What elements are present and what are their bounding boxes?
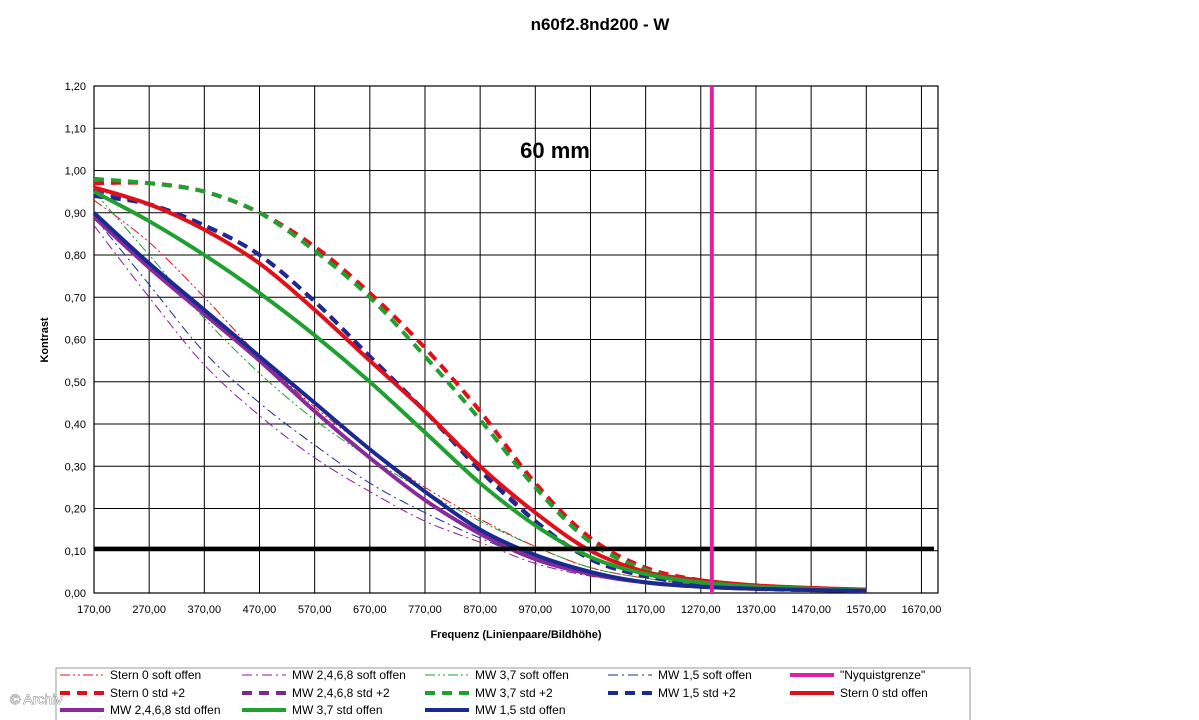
x-axis-label: Frequenz (Linienpaare/Bildhöhe) <box>430 629 601 641</box>
legend: Stern 0 soft offen MW 2,4,6,8 soft offen M… <box>60 668 928 717</box>
legend-label: MW 2,4,6,8 soft offen <box>292 668 406 682</box>
legend-label: MW 1,5 soft offen <box>658 668 752 682</box>
y-tick-label: 0,40 <box>65 419 86 431</box>
plot-border <box>93 85 939 594</box>
watermark: © Archiv <box>10 691 62 707</box>
y-tick-label: 1,20 <box>65 81 86 93</box>
y-tick-label: 0,10 <box>65 546 86 558</box>
y-tick-label: 0,80 <box>65 250 86 262</box>
x-tick-label: 1070,00 <box>571 604 611 616</box>
x-tick-label: 970,00 <box>518 604 552 616</box>
x-tick-label: 670,00 <box>353 604 387 616</box>
x-tick-label: 1670,00 <box>902 604 942 616</box>
x-tick-label: 1570,00 <box>846 604 886 616</box>
focal-length-annotation: 60 mm <box>520 138 590 163</box>
legend-label: MW 2,4,6,8 std offen <box>110 703 221 717</box>
series-lines <box>92 176 867 593</box>
y-tick-label: 0,30 <box>65 461 86 473</box>
x-tick-labels: 170,00 270,00 370,00 470,00 570,00 670,00 770,… <box>77 604 941 616</box>
y-tick-label: 1,10 <box>65 123 86 135</box>
reference-lines <box>94 86 934 593</box>
legend-label: Stern 0 soft offen <box>110 668 201 682</box>
x-tick-label: 1370,00 <box>736 604 776 616</box>
y-tick-labels: 0,00 0,10 0,20 0,30 0,40 0,50 0,60 0,70 0,80 0,90… <box>65 81 86 600</box>
x-tick-label: 1270,00 <box>681 604 721 616</box>
y-tick-label: 0,20 <box>65 504 86 516</box>
grid-lines <box>93 85 939 594</box>
legend-label: "Nyquistgrenze" <box>840 668 925 682</box>
legend-label: Stern 0 std offen <box>840 686 928 700</box>
x-tick-label: 170,00 <box>77 604 111 616</box>
legend-label: MW 3,7 std offen <box>292 703 383 717</box>
x-tick-label: 370,00 <box>187 604 221 616</box>
series-line <box>92 211 867 593</box>
x-tick-label: 270,00 <box>132 604 166 616</box>
y-tick-label: 0,60 <box>65 335 86 347</box>
x-tick-label: 1470,00 <box>791 604 831 616</box>
y-tick-label: 0,50 <box>65 377 86 389</box>
legend-label: MW 2,4,6,8 std +2 <box>292 686 390 700</box>
legend-label: MW 1,5 std offen <box>475 703 566 717</box>
legend-label: MW 1,5 std +2 <box>658 686 736 700</box>
y-axis-label: Kontrast <box>39 317 51 363</box>
x-tick-label: 770,00 <box>408 604 442 616</box>
y-tick-label: 0,00 <box>65 588 86 600</box>
x-tick-label: 570,00 <box>298 604 332 616</box>
y-tick-label: 1,00 <box>65 166 86 178</box>
y-tick-label: 0,70 <box>65 292 86 304</box>
legend-label: Stern 0 std +2 <box>110 686 185 700</box>
x-tick-label: 470,00 <box>243 604 277 616</box>
legend-label: MW 3,7 std +2 <box>475 686 553 700</box>
x-tick-label: 870,00 <box>463 604 497 616</box>
y-tick-label: 0,90 <box>65 208 86 220</box>
chart-title: n60f2.8nd200 - W <box>531 15 671 34</box>
x-tick-label: 1170,00 <box>626 604 665 616</box>
legend-label: MW 3,7 soft offen <box>475 668 569 682</box>
series-line <box>93 189 867 593</box>
